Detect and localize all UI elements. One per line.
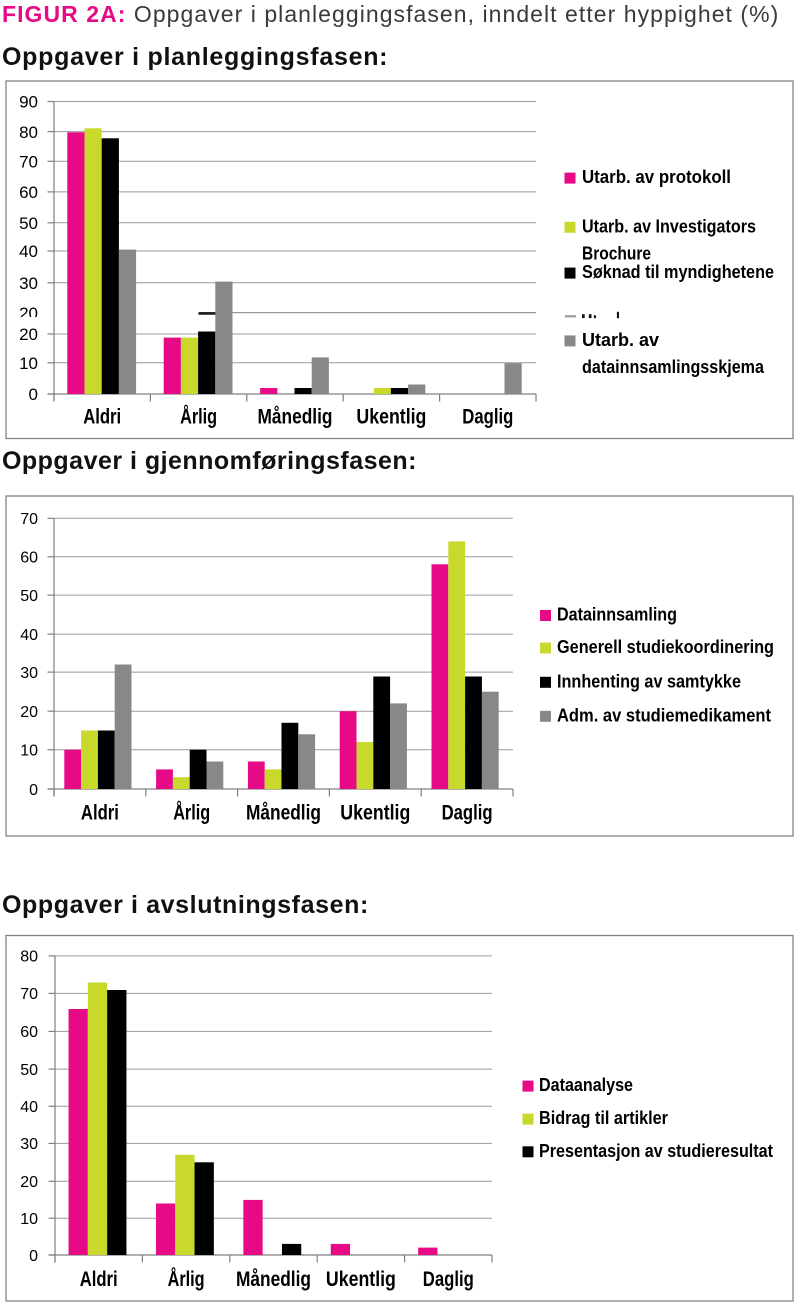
svg-text:Årlig: Årlig — [180, 405, 217, 429]
svg-text:Aldri: Aldri — [81, 802, 119, 825]
svg-text:Søknad til myndighetene: Søknad til myndighetene — [582, 262, 774, 282]
svg-text:70: 70 — [20, 511, 38, 528]
svg-text:40: 40 — [19, 242, 38, 261]
svg-text:datainnsamlingsskjema: datainnsamlingsskjema — [582, 357, 765, 377]
svg-text:Månedlig: Månedlig — [258, 406, 333, 429]
svg-text:Daglig: Daglig — [442, 802, 493, 825]
svg-text:20: 20 — [20, 704, 38, 721]
svg-text:Daglig: Daglig — [423, 1268, 474, 1291]
svg-text:20: 20 — [19, 325, 38, 344]
svg-text:Utarb. av Investigators: Utarb. av Investigators — [582, 216, 756, 236]
svg-text:Månedlig: Månedlig — [246, 802, 321, 825]
svg-text:Ukentlig: Ukentlig — [326, 1268, 396, 1291]
svg-text:0: 0 — [29, 1248, 38, 1265]
svg-text:60: 60 — [20, 550, 38, 567]
svg-text:0: 0 — [29, 385, 38, 404]
svg-text:70: 70 — [19, 153, 38, 172]
svg-text:Presentasjon av studieresultat: Presentasjon av studieresultat — [539, 1141, 773, 1161]
svg-text:Aldri: Aldri — [80, 1268, 118, 1291]
svg-text:Datainnsamling: Datainnsamling — [557, 605, 677, 625]
svg-text:10: 10 — [20, 743, 38, 760]
svg-text:50: 50 — [19, 214, 38, 233]
svg-text:20: 20 — [19, 304, 38, 323]
svg-text:Ukentlig: Ukentlig — [340, 802, 410, 825]
svg-text:0: 0 — [29, 782, 38, 799]
svg-text:70: 70 — [20, 986, 38, 1003]
svg-text:80: 80 — [19, 123, 38, 142]
svg-text:50: 50 — [20, 1062, 38, 1079]
svg-text:10: 10 — [20, 1211, 38, 1228]
svg-text:Utarb. av: Utarb. av — [582, 330, 659, 350]
svg-text:60: 60 — [20, 1024, 38, 1041]
svg-text:30: 30 — [20, 1136, 38, 1153]
svg-text:Bidrag til artikler: Bidrag til artikler — [539, 1108, 668, 1128]
svg-text:90: 90 — [19, 93, 38, 112]
svg-text:Årlig: Årlig — [173, 801, 210, 825]
svg-text:50: 50 — [20, 588, 38, 605]
svg-text:Daglig: Daglig — [462, 406, 513, 429]
svg-text:20: 20 — [20, 1174, 38, 1191]
svg-text:80: 80 — [20, 949, 38, 966]
svg-text:Adm. av studiemedikament: Adm. av studiemedikament — [557, 705, 771, 725]
svg-text:Brochure: Brochure — [582, 243, 651, 263]
svg-text:40: 40 — [20, 627, 38, 644]
svg-text:30: 30 — [19, 274, 38, 293]
svg-text:Ukentlig: Ukentlig — [356, 406, 426, 429]
svg-text:60: 60 — [19, 183, 38, 202]
svg-text:Aldri: Aldri — [83, 406, 121, 429]
svg-text:40: 40 — [20, 1099, 38, 1116]
svg-text:Generell studiekoordinering: Generell studiekoordinering — [557, 637, 774, 657]
svg-text:Årlig: Årlig — [168, 1267, 205, 1291]
svg-text:Innhenting av samtykke: Innhenting av samtykke — [557, 671, 741, 691]
svg-text:Dataanalyse: Dataanalyse — [539, 1075, 633, 1095]
svg-text:10: 10 — [19, 354, 38, 373]
svg-text:Månedlig: Månedlig — [236, 1268, 311, 1291]
svg-text:30: 30 — [20, 665, 38, 682]
svg-text:Utarb. av protokoll: Utarb. av protokoll — [582, 167, 731, 187]
